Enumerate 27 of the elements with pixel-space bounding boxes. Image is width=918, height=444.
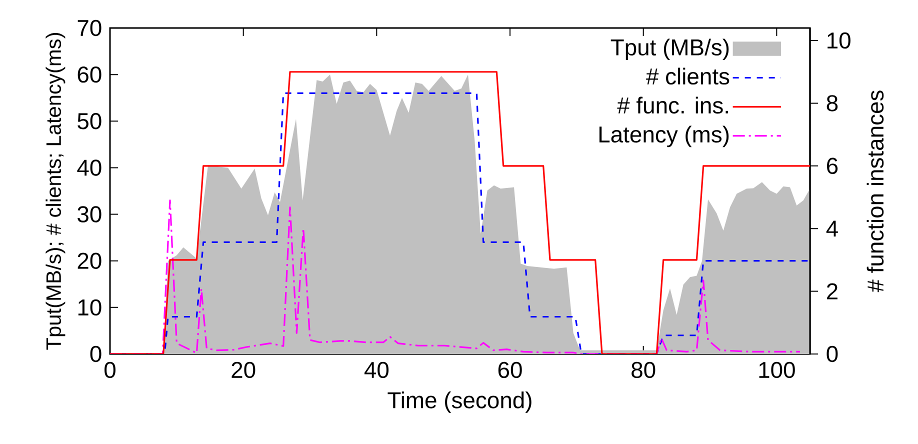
y-tick-label: 40 (77, 160, 102, 176)
y-tick-label: 0 (90, 346, 102, 362)
legend-label: # func. ins. (617, 96, 728, 114)
x-tick-label: 0 (104, 362, 116, 378)
y2-tick-label: 8 (826, 95, 838, 112)
y2-axis-title: # function instances (866, 90, 884, 292)
y-tick-label: 20 (78, 252, 102, 269)
y-axis-title: Tput(MB/s); # clients; Latency(ms) (46, 33, 66, 350)
x-tick-label: 80 (632, 362, 656, 378)
legend-label: Latency (ms) (599, 126, 729, 148)
x-tick-label: 40 (364, 362, 389, 378)
y-tick-label: 50 (78, 113, 102, 130)
legend-label: # clients (646, 68, 730, 85)
y-tick-label: 70 (78, 20, 102, 36)
y2-tick-label: 2 (827, 283, 838, 300)
y2-tick-label: 0 (826, 346, 838, 362)
y2-tick-label: 4 (826, 220, 838, 236)
legend-label: Tput (MB/s) (610, 38, 729, 60)
x-tick-label: 100 (759, 362, 795, 378)
y2-tick-label: 6 (827, 158, 838, 174)
x-tick-label: 60 (498, 362, 522, 378)
y-tick-label: 10 (78, 299, 102, 316)
y2-tick-label: 10 (828, 32, 850, 49)
x-axis-title: Time (second) (388, 392, 532, 413)
x-tick-label: 20 (232, 362, 256, 378)
y-tick-label: 30 (78, 206, 102, 222)
y-tick-label: 60 (78, 66, 102, 83)
